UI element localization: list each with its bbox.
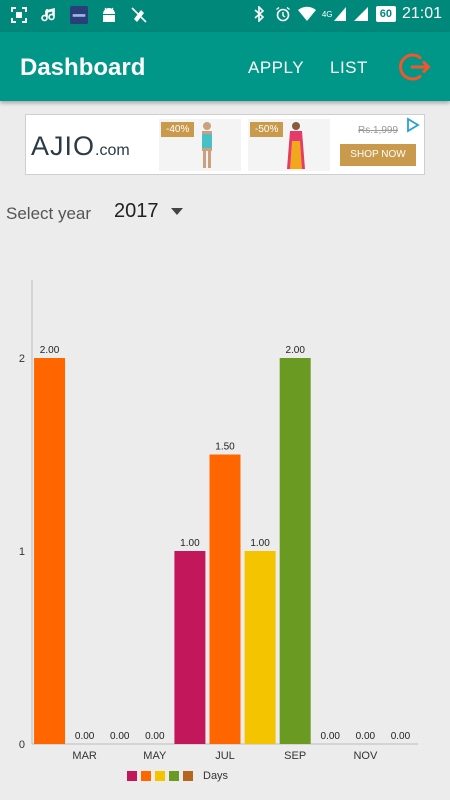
bar-value-label: 2.00 (285, 345, 305, 356)
old-price: Rs.1,999 (358, 125, 399, 136)
chart-legend: Days (127, 770, 228, 782)
bar-sep (279, 358, 311, 744)
signal-icon (352, 5, 370, 23)
bar-jul (209, 454, 241, 744)
x-tick-label: MAR (72, 750, 97, 762)
legend-swatch (183, 771, 193, 781)
bar-chart: 0 1 2 2.00 0.00 0.00 0.00 1.00 1.50 1.00 2.00 0.00 0… (19, 280, 418, 762)
status-bar: 4G 60 21:01 (0, 0, 450, 32)
app-bar: Dashboard APPLY LIST (0, 32, 450, 101)
legend-swatch (141, 771, 151, 781)
legend-swatch (155, 771, 165, 781)
x-tick-label: NOV (353, 750, 378, 762)
select-year-label: Select year (6, 204, 92, 223)
x-tick-label: JUL (215, 750, 235, 762)
ajio-logo: AJIO.com (31, 131, 130, 161)
y-tick-label: 0 (19, 739, 25, 751)
bar-value-label: 0.00 (75, 731, 95, 742)
swimsuit-model-image (202, 122, 212, 168)
bar-value-label: 0.00 (391, 731, 411, 742)
discount-badge: -50% (250, 122, 284, 137)
wifi-icon (297, 5, 316, 23)
status-clock: 21:01 (401, 5, 442, 22)
page-title: Dashboard (20, 54, 146, 81)
screenshot-icon (10, 6, 28, 24)
ad-product-1[interactable]: -40% (159, 119, 241, 171)
bar-value-label: 0.00 (145, 731, 165, 742)
android-icon (100, 6, 118, 24)
x-tick-label: SEP (284, 750, 306, 762)
bar-value-label: 1.00 (250, 538, 270, 549)
legend-swatch (169, 771, 179, 781)
saree-model-image (287, 122, 305, 169)
logout-icon[interactable] (398, 50, 432, 84)
list-button[interactable]: LIST (330, 58, 368, 77)
discount-badge: -40% (161, 122, 195, 137)
bar-feb (34, 358, 66, 744)
legend-label: Days (203, 770, 229, 782)
music-note-icon (40, 6, 58, 24)
apply-button[interactable]: APPLY (248, 58, 305, 77)
bar-value-label: 0.00 (110, 731, 130, 742)
bar-value-label: 1.50 (215, 442, 235, 453)
y-tick-label: 1 (19, 546, 25, 558)
ad-product-2[interactable]: -50% (248, 119, 330, 171)
battery-indicator: 60 (375, 6, 396, 22)
sync-off-icon (130, 6, 148, 24)
bar-value-label: 2.00 (40, 345, 60, 356)
bar-value-label: 0.00 (356, 731, 376, 742)
x-tick-label: MAY (143, 750, 167, 762)
ad-choices-icon[interactable] (404, 117, 422, 133)
bar-value-label: 0.00 (321, 731, 341, 742)
ad-banner[interactable]: AJIO.com -40% -50% Rs.1,999 SHOP NOW (25, 114, 425, 175)
bar-value-label: 1.00 (180, 538, 200, 549)
alarm-icon (274, 5, 292, 23)
y-tick-label: 2 (19, 353, 25, 365)
signal-4g-icon: 4G (322, 5, 346, 23)
bar-jun (174, 551, 206, 744)
caret-down-icon (170, 208, 183, 215)
bar-aug (244, 551, 276, 744)
year-value: 2017 (114, 200, 159, 222)
legend-swatch (127, 771, 137, 781)
year-dropdown[interactable]: 2017 (114, 200, 183, 223)
app-thumbnail-icon (70, 6, 88, 24)
shop-now-button[interactable]: SHOP NOW (340, 144, 416, 166)
bluetooth-icon (250, 5, 268, 23)
